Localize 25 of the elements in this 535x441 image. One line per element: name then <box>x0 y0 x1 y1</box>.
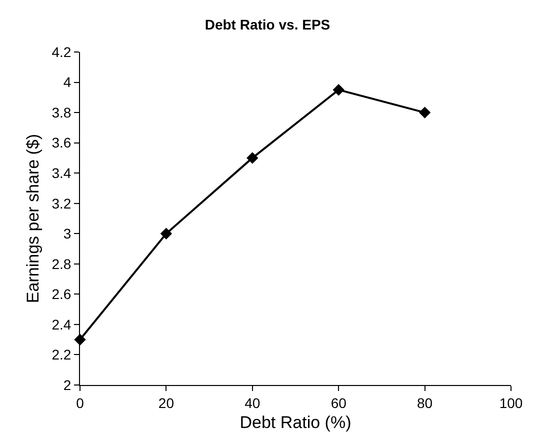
x-axis-title: Debt Ratio (%) <box>240 413 352 432</box>
y-tick-label: 2 <box>63 376 72 393</box>
x-tick-label: 40 <box>244 394 260 411</box>
y-tick-label: 3.4 <box>52 164 72 181</box>
y-tick-label: 2.6 <box>52 286 72 302</box>
y-axis-title: Earnings per share ($) <box>23 134 42 304</box>
y-tick-label: 3 <box>63 226 72 242</box>
y-tick-label: 2.8 <box>52 256 72 272</box>
point <box>160 228 172 240</box>
y-tick-label: 2.4 <box>52 316 72 332</box>
x-tick-label: 20 <box>158 394 174 411</box>
x-tick-label: 0 <box>76 394 84 411</box>
y-tick-label: 3.2 <box>52 195 72 212</box>
chart-title: Debt Ratio vs. EPS <box>204 16 330 33</box>
x-tick-label: 60 <box>330 394 347 411</box>
point <box>332 84 344 96</box>
y-tick-label: 2.2 <box>52 346 72 363</box>
point <box>246 152 258 164</box>
y-tick-label: 4 <box>63 74 72 90</box>
x-tick-label: 100 <box>499 394 523 411</box>
y-tick-label: 3.6 <box>52 134 72 151</box>
point <box>418 106 431 118</box>
y-tick-label: 3.8 <box>52 104 72 120</box>
y-tick-label: 4.2 <box>52 44 72 60</box>
x-tick-label: 80 <box>417 394 433 411</box>
